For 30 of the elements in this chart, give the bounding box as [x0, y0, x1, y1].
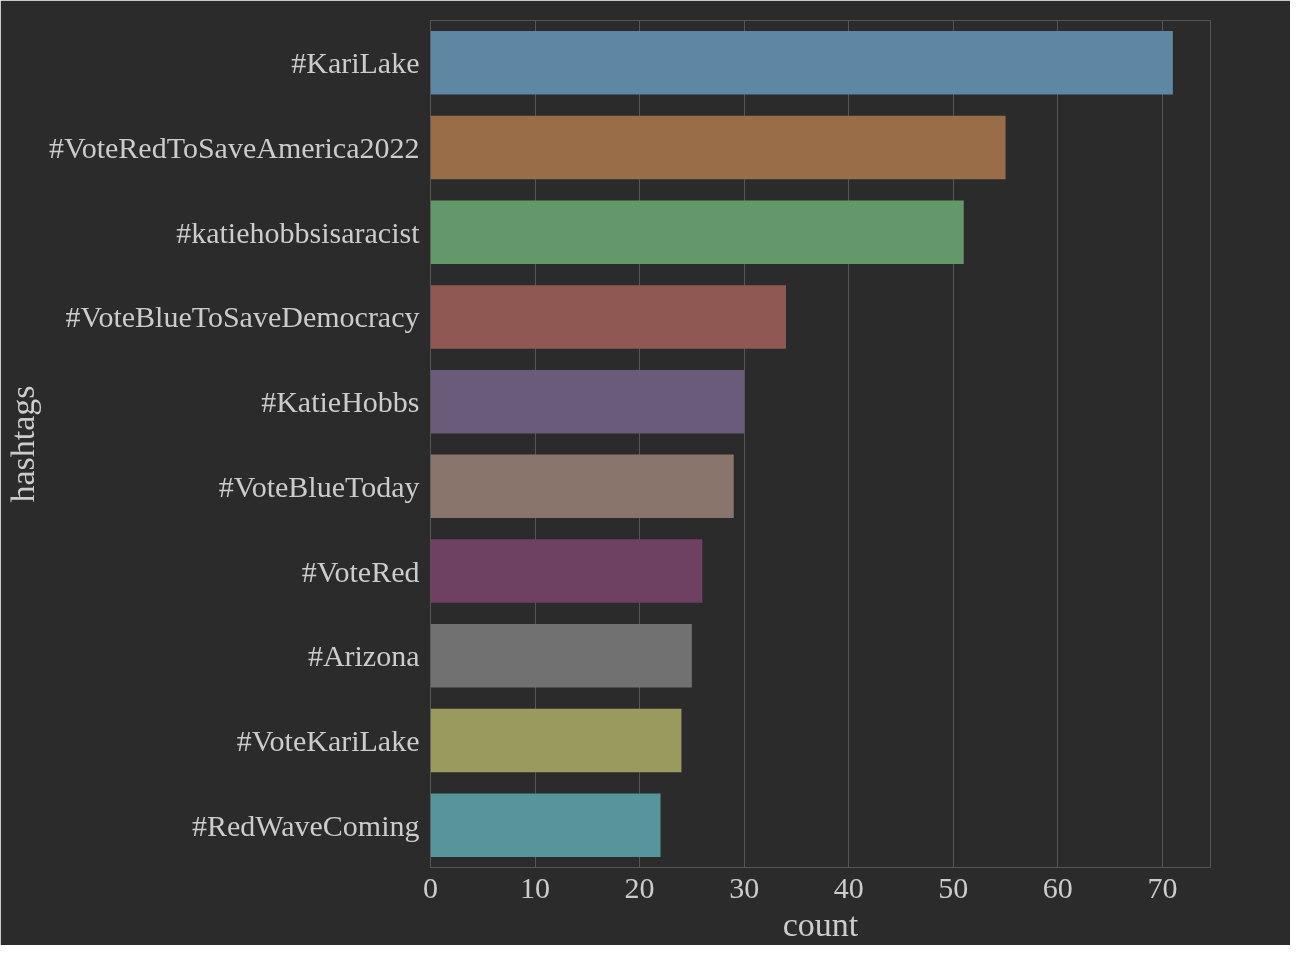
x-tick-label: 50 — [938, 870, 969, 904]
y-axis-title: hashtags — [3, 385, 41, 503]
y-tick-label: #RedWaveComing — [191, 808, 420, 842]
x-axis-title: count — [782, 905, 859, 943]
bar — [430, 369, 745, 434]
y-tick-label: #VoteRedToSaveAmerica2022 — [48, 131, 420, 165]
x-tick-label: 60 — [1042, 870, 1073, 904]
y-tick-label: #VoteRed — [301, 554, 420, 588]
y-tick-label: #VoteBlueToday — [218, 469, 420, 503]
bar — [430, 31, 1173, 95]
bar — [430, 708, 682, 773]
bar — [430, 285, 786, 349]
bar — [430, 200, 964, 265]
bar — [430, 793, 661, 857]
y-tick-label: #VoteBlueToSaveDemocracy — [65, 300, 420, 334]
x-tick-label: 40 — [833, 870, 864, 904]
y-tick-label: #VoteKariLake — [236, 723, 420, 757]
x-tick-label: 20 — [624, 870, 655, 904]
y-tick-label: #KatieHobbs — [261, 385, 420, 419]
x-tick-label: 0 — [423, 870, 438, 904]
bar — [430, 115, 1006, 180]
bar — [430, 539, 703, 603]
x-tick-label: 70 — [1147, 870, 1178, 904]
y-tick-label: #KariLake — [291, 46, 420, 80]
bar — [430, 623, 692, 688]
x-tick-label: 10 — [520, 870, 551, 904]
y-tick-label: #Arizona — [307, 639, 420, 673]
y-tick-label: #katiehobbsisaracist — [176, 215, 421, 249]
bar — [430, 454, 734, 519]
x-tick-label: 30 — [729, 870, 760, 904]
